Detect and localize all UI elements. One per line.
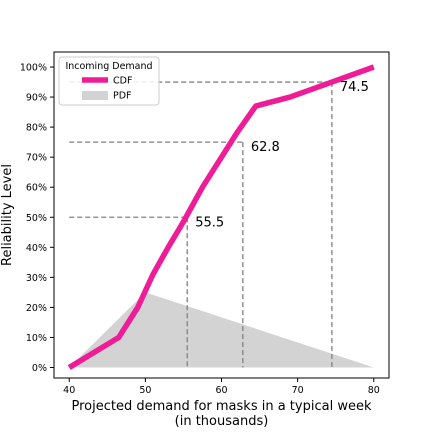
y-axis-label: Reliability Level [0,164,15,266]
legend-label: CDF [113,76,132,87]
y-tick-label: 50% [26,213,47,224]
x-tick-label: 40 [63,385,75,396]
reference-label: 62.8 [251,140,280,155]
y-tick-label: 60% [26,183,47,194]
y-tick-label: 0% [32,363,47,374]
y-tick-label: 30% [26,273,47,284]
reference-label: 55.5 [195,215,224,230]
y-tick-label: 40% [26,243,47,254]
x-axis-label: Projected demand for masks in a typical … [72,399,372,414]
x-tick-label: 60 [215,385,227,396]
y-tick-label: 70% [26,153,47,164]
reference-label: 74.5 [340,80,369,95]
y-tick-label: 20% [26,303,47,314]
x-tick-label: 80 [368,385,380,396]
y-tick-label: 90% [26,93,47,104]
legend-title: Incoming Demand [65,61,152,72]
cdf-line [67,64,375,370]
legend-pdf-swatch [82,91,108,100]
pdf-area [69,292,374,368]
y-tick-label: 100% [20,63,47,74]
x-tick-label: 50 [139,385,151,396]
x-axis-label-line2: (in thousands) [175,414,269,429]
y-tick-label: 10% [26,333,47,344]
x-tick-label: 70 [292,385,304,396]
y-tick-label: 80% [26,123,47,134]
legend-label: PDF [113,91,132,102]
